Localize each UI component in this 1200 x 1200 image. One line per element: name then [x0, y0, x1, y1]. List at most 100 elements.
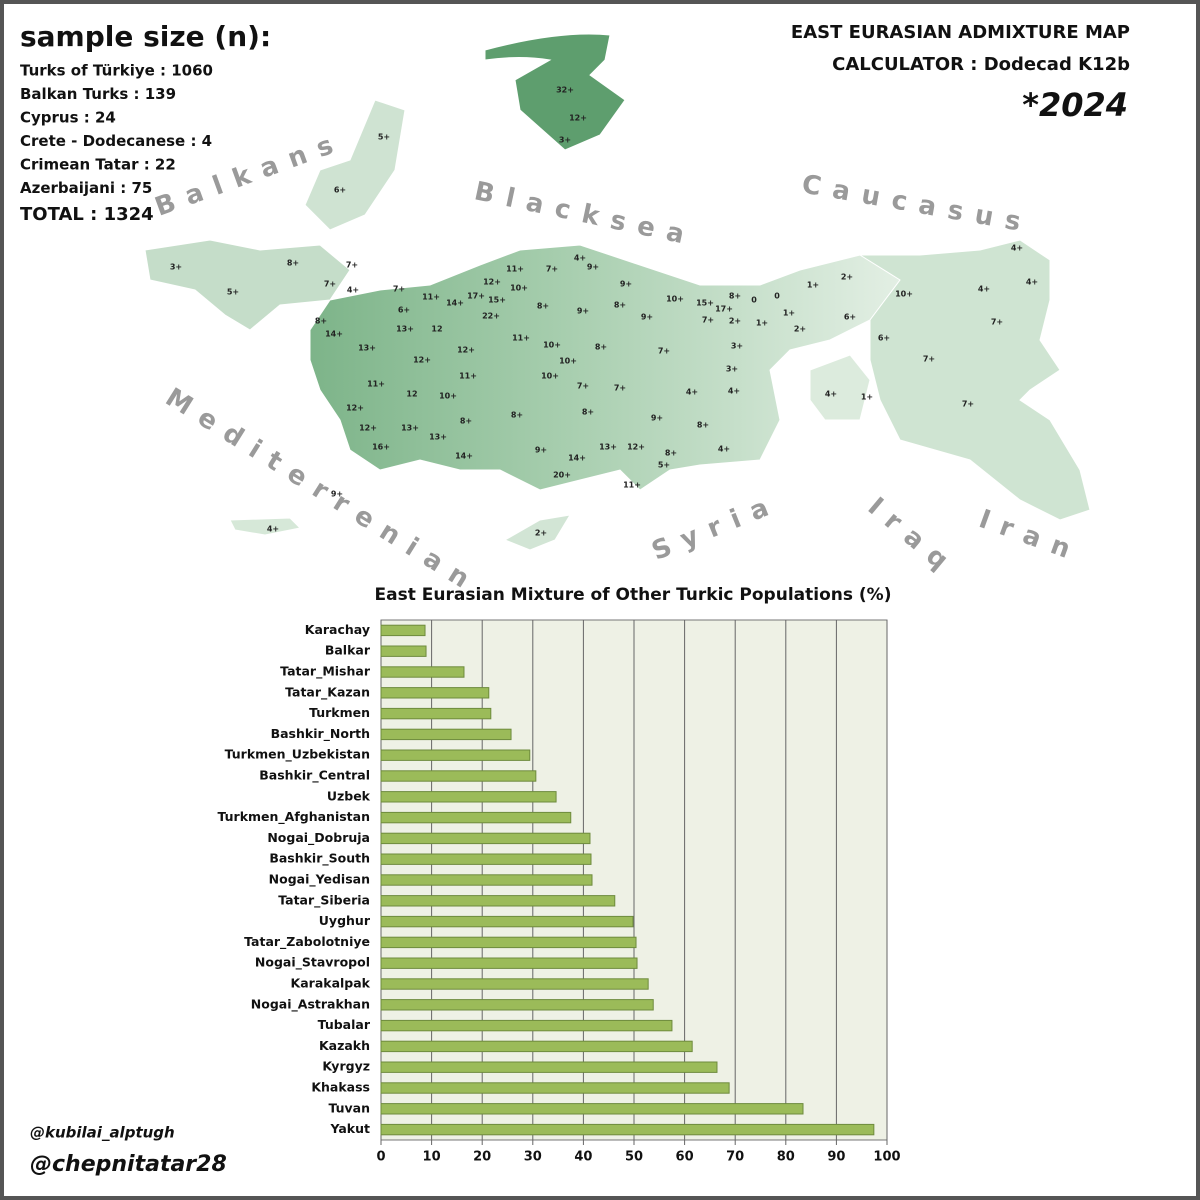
map-label: 15+	[696, 299, 714, 308]
map-label: 10+	[510, 284, 528, 293]
map-label: 12+	[627, 443, 645, 452]
balkan-south	[144, 239, 351, 331]
y-tick-label: Bashkir_Central	[259, 768, 370, 784]
y-tick-label: Balkar	[325, 643, 371, 658]
map-label: 4+	[574, 254, 586, 263]
map-label: 11+	[422, 293, 440, 302]
map-label: 7+	[962, 400, 974, 409]
map-label: 0	[751, 296, 757, 305]
map-label: 1+	[783, 309, 795, 318]
bar	[380, 1103, 804, 1115]
map-label: 5+	[227, 288, 239, 297]
map-label: 11+	[459, 372, 477, 381]
bar	[380, 770, 537, 782]
map-label: 10+	[541, 372, 559, 381]
map-label: 12+	[457, 346, 475, 355]
map-label: 4+	[825, 390, 837, 399]
map-label: 20+	[553, 471, 571, 480]
map-label: 13+	[429, 433, 447, 442]
map-label: 12	[406, 390, 417, 399]
y-tick-label: Tuvan	[328, 1100, 370, 1115]
map-label: 6+	[844, 313, 856, 322]
map-label: 10+	[439, 392, 457, 401]
y-tick-label: Yakut	[329, 1121, 370, 1136]
credit: @chepnitatar28	[30, 1152, 227, 1177]
map-title: CALCULATOR : Dodecad K12b	[832, 54, 1130, 75]
sample-line: Azerbaijani : 75	[20, 179, 152, 197]
y-tick-label: Turkmen_Uzbekistan	[225, 747, 370, 763]
map-label: 5+	[658, 461, 670, 470]
map-label: 2+	[535, 529, 547, 538]
map-label: 6+	[334, 186, 346, 195]
caucasus-iran	[858, 239, 1091, 521]
sample-title: sample size (n):	[20, 20, 271, 53]
map-label: 10+	[543, 341, 561, 350]
map-label: 7+	[614, 384, 626, 393]
chart-title: East Eurasian Mixture of Other Turkic Po…	[375, 585, 892, 605]
map-label: 9+	[535, 446, 547, 455]
map-label: 14+	[325, 330, 343, 339]
sample-line: Crimean Tatar : 22	[20, 156, 176, 174]
y-tick-label: Tatar_Mishar	[280, 664, 371, 680]
map-label: 4+	[1026, 278, 1038, 287]
map-label: 8+	[287, 259, 299, 268]
bar	[380, 707, 492, 720]
y-tick-label: Tatar_Zabolotniye	[244, 934, 370, 950]
bar	[380, 791, 557, 803]
bar	[380, 874, 593, 886]
sample-total: TOTAL : 1324	[20, 204, 154, 225]
x-tick-label: 70	[726, 1150, 744, 1165]
y-tick-label: Uzbek	[327, 788, 371, 803]
map-label: 4+	[686, 388, 698, 397]
map-label: 9+	[641, 313, 653, 322]
map-label: 8+	[315, 317, 327, 326]
y-tick-label: Bashkir_North	[271, 726, 370, 742]
bar	[380, 957, 638, 969]
x-tick-label: 90	[827, 1150, 845, 1165]
map-label: 22+	[482, 312, 500, 321]
map-label: 11+	[623, 481, 641, 490]
balkan-north	[304, 99, 406, 231]
bar	[380, 811, 572, 824]
x-tick-label: 20	[473, 1150, 491, 1165]
map-label: 12+	[569, 114, 587, 123]
y-tick-label: Turkmen_Afghanistan	[217, 809, 370, 825]
map	[144, 33, 1091, 551]
map-label: 5+	[378, 133, 390, 142]
iraq-north	[809, 354, 871, 421]
map-label: 9+	[651, 414, 663, 423]
y-tick-label: Karakalpak	[291, 976, 371, 991]
x-tick-label: 30	[524, 1150, 542, 1165]
bar	[380, 895, 616, 907]
map-label: 8+	[697, 421, 709, 430]
map-label: 14+	[455, 452, 473, 461]
map-label: 7+	[324, 280, 336, 289]
map-label: 8+	[595, 343, 607, 352]
map-label: 32+	[556, 86, 574, 95]
map-label: 13+	[599, 443, 617, 452]
map-year: *2024	[1022, 86, 1128, 124]
bar	[380, 832, 591, 845]
map-label: 3+	[559, 136, 571, 145]
map-label: 8+	[582, 408, 594, 417]
map-label: 11+	[367, 380, 385, 389]
bar	[380, 1040, 693, 1053]
y-tick-label: Karachay	[305, 622, 370, 637]
map-title: EAST EURASIAN ADMIXTURE MAP	[791, 22, 1130, 43]
map-label: 16+	[372, 443, 390, 452]
bar	[380, 645, 427, 657]
map-label: 8+	[614, 301, 626, 310]
x-tick-label: 80	[777, 1150, 795, 1165]
map-label: 7+	[546, 265, 558, 274]
bar	[380, 999, 654, 1011]
y-tick-label: Bashkir_South	[269, 851, 370, 867]
x-tick-label: 10	[423, 1150, 441, 1165]
bar	[380, 624, 426, 637]
map-label: 1+	[756, 319, 768, 328]
map-label: 1+	[807, 281, 819, 290]
map-label: 4+	[347, 286, 359, 295]
map-label: 12+	[359, 424, 377, 433]
map-label: 3+	[170, 263, 182, 272]
y-tick-label: Kyrgyz	[322, 1059, 370, 1074]
